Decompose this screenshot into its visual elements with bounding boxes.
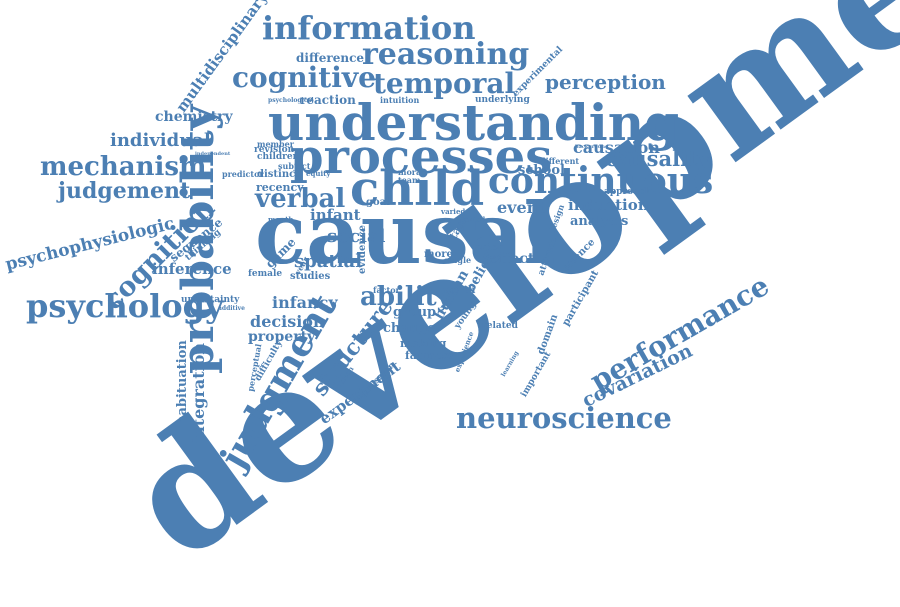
word: period <box>460 215 486 224</box>
word: different <box>540 156 580 166</box>
word: multidisciplinary <box>172 0 272 116</box>
word: underlying <box>475 95 530 105</box>
word: verbal <box>255 184 346 214</box>
word: subject <box>278 161 311 171</box>
word: judgement <box>58 178 191 204</box>
word: effect <box>490 251 535 267</box>
word: making <box>400 337 447 350</box>
word: processes <box>290 129 553 185</box>
word: predictor <box>222 169 264 179</box>
word: continuous <box>488 160 714 202</box>
word: order <box>475 243 503 253</box>
word: change <box>383 321 436 336</box>
word: causal <box>255 184 556 283</box>
word: mechanism <box>40 152 207 182</box>
word: chemistry <box>155 109 233 125</box>
word: ability <box>360 282 452 312</box>
word: related <box>482 321 518 331</box>
word: uncertainty <box>181 295 240 305</box>
word: varied <box>441 207 466 216</box>
word: member <box>257 139 294 149</box>
word: event <box>497 198 546 217</box>
word: child <box>350 161 485 217</box>
word: additive <box>218 305 245 312</box>
word: temporal <box>373 67 516 100</box>
word: month <box>268 215 294 224</box>
word: spatial <box>294 251 363 272</box>
word: causality <box>605 146 710 171</box>
word: worth <box>443 285 476 296</box>
word: distinct <box>257 169 300 180</box>
word: fairness <box>405 349 455 362</box>
word: integration <box>189 342 208 444</box>
word: psychological <box>268 97 314 104</box>
word: factor <box>373 285 400 295</box>
word: equity <box>306 169 331 178</box>
word: habituation <box>175 340 190 425</box>
word: revision <box>254 145 295 155</box>
word: evidence <box>357 224 368 274</box>
word: female <box>248 269 283 279</box>
word: decision <box>250 312 325 331</box>
word: perception <box>545 70 666 94</box>
word: analysis <box>570 214 629 229</box>
word: property <box>248 329 316 345</box>
word: group <box>393 305 437 320</box>
word: reasoning <box>362 37 530 72</box>
word: cognitive <box>232 61 376 94</box>
word: more <box>424 249 453 260</box>
word: causation <box>573 138 660 157</box>
word: social <box>327 226 386 247</box>
word: infant <box>310 206 361 224</box>
word: information <box>262 9 476 47</box>
word: independent <box>195 151 231 157</box>
word: goal <box>366 197 390 208</box>
word: moral <box>398 167 425 177</box>
word: induction <box>568 196 649 214</box>
word: individual <box>110 130 211 151</box>
word: infancy <box>272 293 338 312</box>
word: understanding <box>268 93 680 152</box>
word: children <box>257 152 300 162</box>
word: single <box>444 255 472 265</box>
word: studies <box>290 271 331 282</box>
word: background <box>575 144 609 150</box>
word: difference <box>296 51 365 65</box>
word: recency <box>256 181 304 194</box>
word: psychology <box>26 287 224 325</box>
word: intuition <box>380 95 420 105</box>
word: approach <box>604 187 652 197</box>
word: reaction <box>300 93 356 107</box>
word: team <box>398 175 421 185</box>
word: school <box>518 163 565 178</box>
word: inference <box>152 260 232 278</box>
word: neuroscience <box>456 401 672 435</box>
